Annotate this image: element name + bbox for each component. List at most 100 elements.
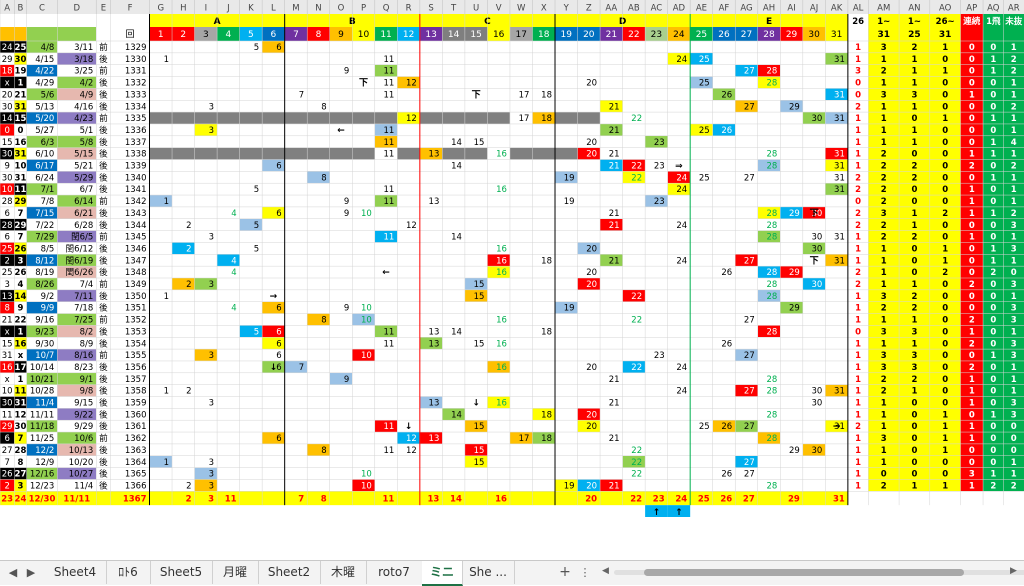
cell-number[interactable]: 16 <box>496 268 507 278</box>
cell-ar[interactable]: 3 <box>1011 280 1017 290</box>
column-header-AC[interactable]: AC <box>651 4 663 14</box>
cell-number[interactable]: 3 <box>209 102 214 112</box>
cell-aq[interactable]: 1 <box>990 256 996 266</box>
cell-aq[interactable]: 0 <box>990 327 996 337</box>
cell-am[interactable]: 2 <box>881 185 887 195</box>
cell-number[interactable]: 31 <box>834 162 845 172</box>
cell-ao[interactable]: 0 <box>942 221 948 231</box>
cell-round[interactable]: 1348 <box>125 268 147 278</box>
cell-ar[interactable]: 2 <box>1011 102 1017 112</box>
table-row[interactable]: 13 14 9/2 7/11 後 1350 1 15 22 28 1 3 2 0 0 0 1 <box>0 289 1024 302</box>
cell-al[interactable]: 1 <box>855 399 861 409</box>
cell-al[interactable]: 1 <box>855 363 861 373</box>
cell-a[interactable]: 6 <box>4 233 9 243</box>
cell-ao[interactable]: 0 <box>942 233 948 243</box>
cell-number[interactable]: 16 <box>496 150 507 160</box>
column-header-Z[interactable]: Z <box>586 4 592 14</box>
cell-aq[interactable]: 0 <box>990 363 996 373</box>
cell-number[interactable]: 12 <box>406 434 417 444</box>
cell-date-c[interactable]: 9/30 <box>35 339 54 349</box>
cell-ao[interactable]: 0 <box>942 387 948 397</box>
cell-number[interactable]: 21 <box>609 221 620 231</box>
cell-e[interactable]: 前 <box>99 279 108 290</box>
cell-number[interactable]: 23 <box>654 138 665 148</box>
cell-ao[interactable]: 1 <box>942 114 948 124</box>
cell-b[interactable]: 21 <box>15 90 27 100</box>
cell-al[interactable]: 0 <box>855 327 861 337</box>
cell-number[interactable]: 6 <box>276 339 281 349</box>
cell-al[interactable]: 1 <box>855 292 861 302</box>
column-header-AD[interactable]: AD <box>673 4 686 14</box>
cell-number[interactable]: 13 <box>429 197 440 207</box>
cell-number[interactable]: 29 <box>789 209 800 219</box>
cell-number[interactable]: 31 <box>834 387 845 397</box>
cell-ao[interactable]: 0 <box>942 399 948 409</box>
table-row[interactable]: x 1 9/23 8/2 後 1353 5 6 11 13 14 18 28 0 3 3 0 1 0 1 <box>0 325 1024 337</box>
cell-aq[interactable]: 2 <box>990 481 996 491</box>
cell-ao[interactable]: 0 <box>942 292 948 302</box>
cell-date-c[interactable]: 9/23 <box>35 327 54 337</box>
cell-number[interactable]: 24 <box>676 173 687 183</box>
cell-e[interactable]: 後 <box>99 220 108 231</box>
cell-number[interactable]: 6 <box>276 327 281 337</box>
cell-number[interactable]: 24 <box>676 221 687 231</box>
table-row[interactable]: 9 10 6/17 5/21 後 1339 6 14 21 22 23 28 31 1 2 2 0 2 0 2 <box>0 159 1024 172</box>
cell-number[interactable]: 27 <box>744 470 755 480</box>
cell-ao[interactable]: 1 <box>942 43 948 53</box>
cell-am[interactable]: 1 <box>881 422 887 432</box>
cell-al[interactable]: 1 <box>855 126 861 136</box>
cell-ao[interactable]: 1 <box>942 422 948 432</box>
cell-aq[interactable]: 0 <box>990 316 996 326</box>
cell-number[interactable]: 22 <box>631 458 642 468</box>
cell-number[interactable]: 30 <box>812 114 823 124</box>
cell-number[interactable]: 17 <box>519 434 530 444</box>
cell-date-d[interactable]: 3/18 <box>74 55 93 65</box>
cell-ap[interactable]: 0 <box>969 221 975 231</box>
table-row[interactable]: 2 3 8/12 閏6/19 後 1347 4 16 18 21 24 27 31 1 1 0 1 0 1 1 <box>0 254 1024 266</box>
cell-number[interactable]: 10 <box>361 304 372 314</box>
cell-am[interactable]: 2 <box>881 173 887 183</box>
cell-number[interactable]: 20 <box>586 138 597 148</box>
cell-date-c[interactable]: 12/9 <box>35 458 54 468</box>
cell-an[interactable]: 0 <box>911 114 917 124</box>
cell-am[interactable]: 2 <box>881 67 887 77</box>
cell-a[interactable]: 10 <box>2 387 13 397</box>
cell-date-d[interactable]: 9/22 <box>74 410 93 420</box>
cell-ar[interactable]: 3 <box>1011 351 1017 361</box>
cell-b[interactable]: 31 <box>15 150 27 160</box>
cell-a[interactable]: 28 <box>2 221 13 231</box>
horizontal-scrollbar[interactable]: ◀ ▶ <box>600 566 1024 579</box>
cell-b[interactable]: 12 <box>15 410 27 420</box>
column-header-F[interactable]: F <box>128 4 133 14</box>
cell-round[interactable]: 1362 <box>125 434 147 444</box>
cell-round[interactable]: 1354 <box>125 339 147 349</box>
cell-b[interactable]: 17 <box>15 363 27 373</box>
cell-date-d[interactable]: 4/23 <box>74 114 93 124</box>
cell-ap[interactable]: 2 <box>969 363 975 373</box>
table-row[interactable]: 10 11 7/1 6/7 後 1341 5 11 16 24 31 2 2 0 0 1 0 1 <box>0 183 1024 195</box>
cell-ao[interactable]: 1 <box>942 67 948 77</box>
cell-e[interactable]: 後 <box>99 338 108 349</box>
cell-ao[interactable]: 0 <box>942 316 948 326</box>
cell-number[interactable]: 23 <box>654 351 665 361</box>
table-row[interactable]: 28 29 7/22 6/28 後 1344 2 5 12 21 24 28 2 2 1 0 0 0 3 <box>0 218 1024 231</box>
cell-number[interactable]: 21 <box>609 256 620 266</box>
cell-number[interactable]: 31 <box>834 185 845 195</box>
cell-number[interactable]: 21 <box>609 209 620 219</box>
column-header-N[interactable]: N <box>315 4 321 14</box>
cell-date-d[interactable]: 閏6/26 <box>66 268 94 278</box>
cell-number[interactable]: 8 <box>321 446 326 456</box>
cell-date-d[interactable]: 4/16 <box>74 102 93 112</box>
cell-number[interactable]: 13 <box>429 339 440 349</box>
cell-ar[interactable]: 3 <box>1011 304 1017 314</box>
cell-number[interactable]: 10 <box>361 351 372 361</box>
cell-number[interactable]: 1 <box>164 55 169 65</box>
cell-round[interactable]: 1364 <box>125 458 147 468</box>
cell-ao[interactable]: 0 <box>942 55 948 65</box>
cell-ao[interactable]: 0 <box>942 102 948 112</box>
cell-aq[interactable]: 0 <box>990 90 996 100</box>
cell-number[interactable]: 30 <box>812 209 823 219</box>
cell-ap[interactable]: 0 <box>969 268 975 278</box>
tab-7[interactable]: roto7 <box>366 561 423 584</box>
cell-number[interactable]: 10 <box>361 481 372 491</box>
